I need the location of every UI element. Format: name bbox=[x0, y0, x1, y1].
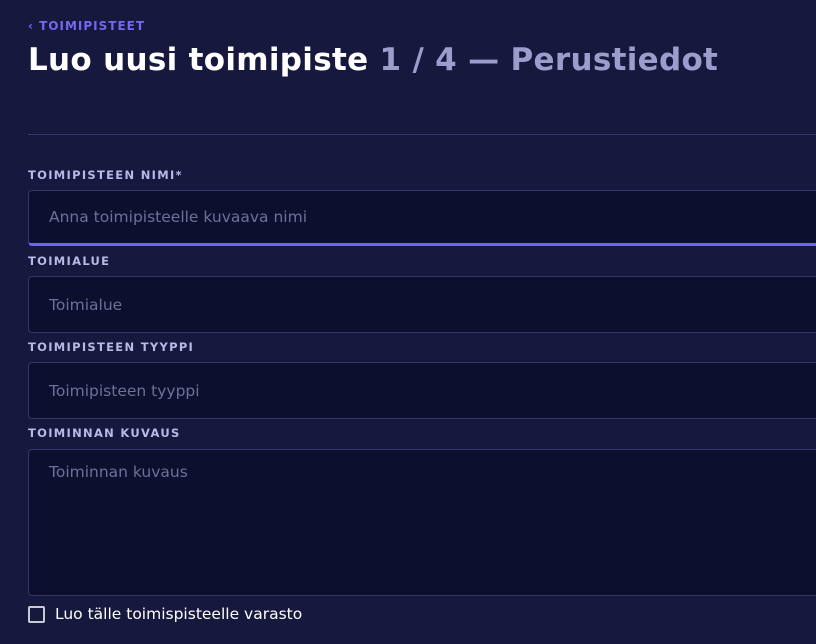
description-textarea[interactable]: Toiminnan kuvaus bbox=[28, 449, 816, 596]
step-indicator: 1 / 4 — Perustiedot bbox=[379, 42, 719, 78]
type-label: TOIMIPISTEEN TYYPPI bbox=[28, 340, 195, 354]
chevron-left-icon: ‹ bbox=[28, 19, 40, 33]
name-label: TOIMIPISTEEN NIMI* bbox=[28, 168, 183, 182]
create-warehouse-checkbox[interactable]: Luo tälle toimispisteelle varasto bbox=[28, 605, 302, 623]
divider bbox=[28, 134, 816, 135]
back-link[interactable]: ‹ TOIMIPISTEET bbox=[28, 19, 146, 33]
type-input[interactable]: Toimipisteen tyyppi bbox=[28, 362, 816, 419]
area-label: TOIMIALUE bbox=[28, 254, 111, 268]
checkbox-icon[interactable] bbox=[28, 605, 45, 623]
description-label: TOIMINNAN KUVAUS bbox=[28, 426, 181, 440]
page-title: Luo uusi toimipiste 1 / 4 — Perustiedot bbox=[28, 42, 719, 78]
area-input[interactable]: Toimialue bbox=[28, 276, 816, 333]
name-input[interactable]: Anna toimipisteelle kuvaava nimi bbox=[28, 190, 816, 246]
